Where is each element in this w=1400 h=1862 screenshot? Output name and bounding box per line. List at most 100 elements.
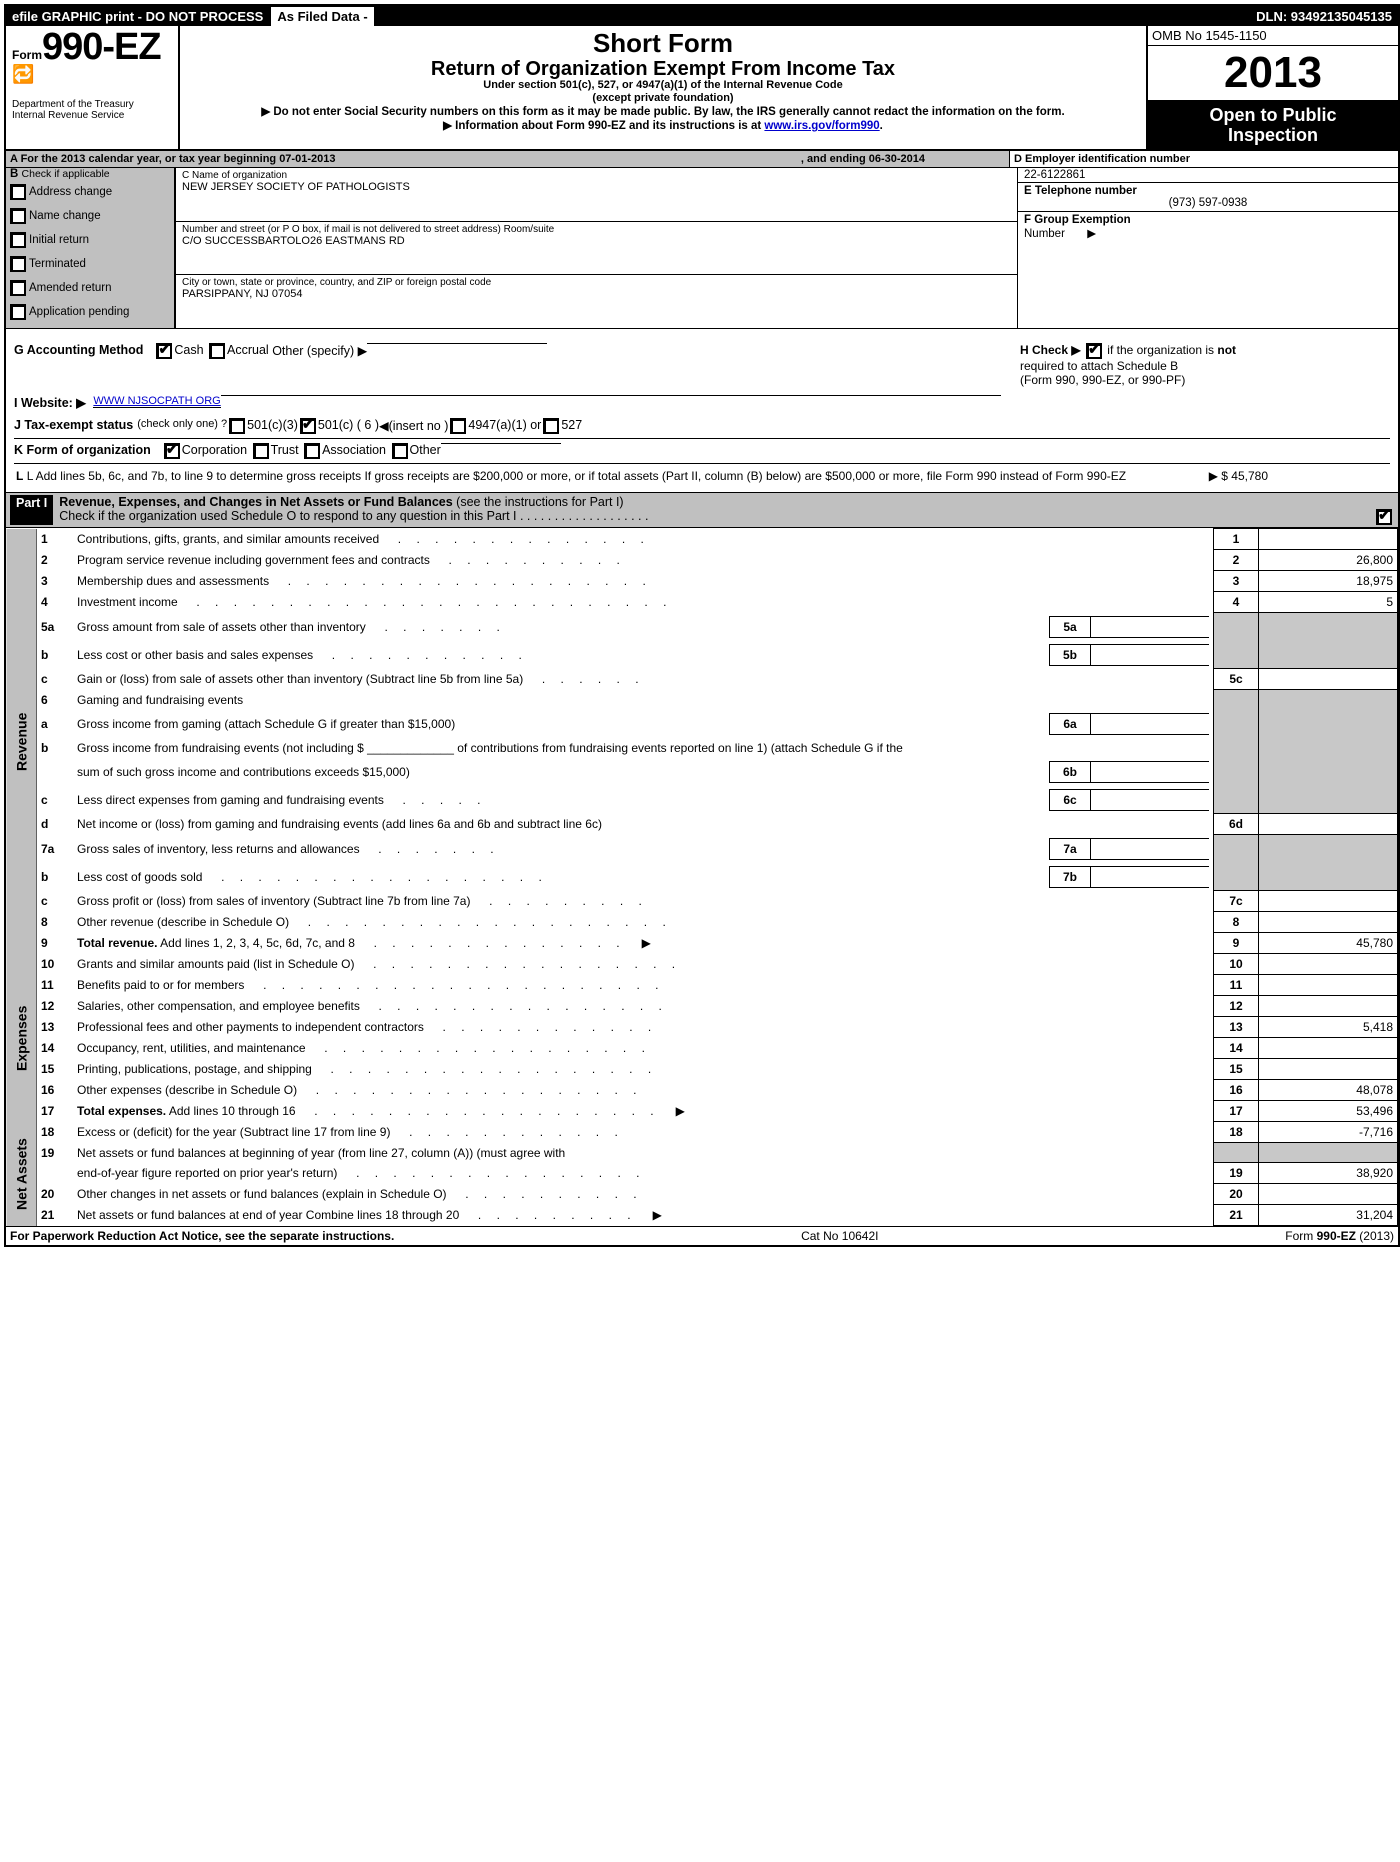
- row-a-text: A For the 2013 calendar year, or tax yea…: [10, 153, 335, 165]
- chk-assoc[interactable]: [304, 443, 320, 459]
- chk-corp[interactable]: [164, 443, 180, 459]
- chk-501c3[interactable]: [229, 418, 245, 434]
- b-header-text: Check if applicable: [22, 168, 110, 180]
- subtitle: Return of Organization Exempt From Incom…: [188, 59, 1138, 79]
- table-row: cGross profit or (loss) from sales of in…: [6, 891, 1398, 912]
- line-rval-grey: [1259, 835, 1398, 863]
- form-header: Form990-EZ 🔁 Department of the Treasury …: [6, 26, 1398, 151]
- table-row: dNet income or (loss) from gaming and fu…: [6, 814, 1398, 835]
- line-desc: Gross amount from sale of assets other t…: [73, 613, 1214, 641]
- header-right: OMB No 1545-1150 2013 Open to Public Ins…: [1146, 26, 1398, 149]
- chk-amended[interactable]: [10, 280, 26, 296]
- side-label-expenses: Expenses: [6, 954, 37, 1122]
- line-num: 15: [37, 1059, 74, 1080]
- line-num: c: [37, 669, 74, 690]
- line-num: [37, 1163, 74, 1184]
- table-row: a Gross income from gaming (attach Sched…: [6, 710, 1398, 738]
- org-addr-cell: Number and street (or P O box, if mail i…: [176, 222, 1017, 276]
- line-rnum: 4: [1214, 592, 1259, 613]
- line-rnum-grey: [1214, 641, 1259, 669]
- chk-address-change[interactable]: [10, 184, 26, 200]
- line-rval: 5: [1259, 592, 1398, 613]
- inspection-line1: Open to Public: [1148, 105, 1398, 125]
- open-inspection: Open to Public Inspection: [1148, 101, 1398, 149]
- chk-accrual[interactable]: [209, 343, 225, 359]
- line-num: a: [37, 710, 74, 738]
- row-g-h: G Accounting Method Cash Accrual Other (…: [14, 339, 1390, 391]
- part-i-table: Revenue1Contributions, gifts, grants, an…: [6, 528, 1398, 1226]
- chk-schedule-o[interactable]: [1376, 509, 1392, 525]
- line-rval: 18,975: [1259, 571, 1398, 592]
- line-rval: [1259, 954, 1398, 975]
- chk-trust[interactable]: [253, 443, 269, 459]
- ein-cell: 22-6122861: [1018, 168, 1398, 183]
- line-rval: 48,078: [1259, 1080, 1398, 1101]
- line-desc: end-of-year figure reported on prior yea…: [73, 1163, 1214, 1184]
- chk-terminated[interactable]: [10, 256, 26, 272]
- chk-initial-return[interactable]: [10, 232, 26, 248]
- line-rnum: 1: [1214, 529, 1259, 550]
- line-desc: Excess or (deficit) for the year (Subtra…: [73, 1122, 1214, 1143]
- line-num: c: [37, 786, 74, 814]
- side-label-netassets: Net Assets: [6, 1122, 37, 1226]
- chk-other-org[interactable]: [392, 443, 408, 459]
- table-row: bGross income from fundraising events (n…: [6, 738, 1398, 758]
- line-rnum: 16: [1214, 1080, 1259, 1101]
- chk-4947[interactable]: [450, 418, 466, 434]
- phone-value: (973) 597-0938: [1024, 197, 1392, 209]
- chk-app-pending[interactable]: [10, 304, 26, 320]
- line-desc: Professional fees and other payments to …: [73, 1017, 1214, 1038]
- h-box: H Check ▶ if the organization is not req…: [1020, 343, 1390, 387]
- g-other: Other (specify) ▶: [272, 343, 367, 358]
- line-num: c: [37, 891, 74, 912]
- chk-cash[interactable]: [156, 343, 172, 359]
- line-num: 5a: [37, 613, 74, 641]
- line-rnum-grey: [1214, 738, 1259, 758]
- table-row: cGain or (loss) from sale of assets othe…: [6, 669, 1398, 690]
- chk-name-change[interactable]: [10, 208, 26, 224]
- line-rval-grey: [1259, 758, 1398, 786]
- website-link[interactable]: WWW NJSOCPATH ORG: [93, 395, 220, 408]
- footer-right: Form 990-EZ (2013): [1285, 1229, 1394, 1243]
- line-rnum-grey: [1214, 758, 1259, 786]
- info-link-line: ▶ Information about Form 990-EZ and its …: [188, 119, 1138, 133]
- line-desc: Gain or (loss) from sale of assets other…: [73, 669, 1214, 690]
- line-rnum: 5c: [1214, 669, 1259, 690]
- table-row: Expenses10Grants and similar amounts pai…: [6, 954, 1398, 975]
- k-o2: Trust: [271, 443, 299, 457]
- line-num: 11: [37, 975, 74, 996]
- line-rnum: 2: [1214, 550, 1259, 571]
- inline-label: 6c: [1050, 789, 1091, 810]
- line-rval: [1259, 669, 1398, 690]
- line-rval: [1259, 814, 1398, 835]
- table-row: c Less direct expenses from gaming and f…: [6, 786, 1398, 814]
- opt-initial-return: Initial return: [29, 234, 89, 246]
- line-rnum-grey: [1214, 1143, 1259, 1163]
- f-label: F Group Exemption: [1024, 214, 1131, 226]
- part-i-title: Revenue, Expenses, and Changes in Net As…: [59, 495, 452, 509]
- line-desc: Benefits paid to or for members . . . . …: [73, 975, 1214, 996]
- line-desc: Program service revenue including govern…: [73, 550, 1214, 571]
- j-o4: 527: [561, 418, 582, 432]
- opt-app-pending: Application pending: [29, 306, 129, 318]
- opt-address-change: Address change: [29, 186, 112, 198]
- table-row: Net Assets18Excess or (deficit) for the …: [6, 1122, 1398, 1143]
- irs-link[interactable]: www.irs.gov/form990: [764, 120, 879, 132]
- chk-501c[interactable]: [300, 418, 316, 434]
- chk-527[interactable]: [543, 418, 559, 434]
- part-i-sub: (see the instructions for Part I): [456, 495, 623, 509]
- side-label-revenue: Revenue: [6, 529, 37, 954]
- row-l: L L Add lines 5b, 6c, and 7b, to line 9 …: [14, 464, 1390, 488]
- h-line2: required to attach Schedule B: [1020, 359, 1178, 373]
- inline-value: [1091, 866, 1210, 887]
- line-num: 4: [37, 592, 74, 613]
- short-form-title: Short Form: [188, 28, 1138, 59]
- org-name-hint: C Name of organization: [182, 170, 1011, 181]
- line-num: 9: [37, 933, 74, 954]
- line-num: 20: [37, 1184, 74, 1205]
- inline-label: 5b: [1050, 644, 1091, 665]
- line-num: 18: [37, 1122, 74, 1143]
- line-rnum: 21: [1214, 1205, 1259, 1226]
- inline-value: [1091, 838, 1210, 859]
- chk-h[interactable]: [1086, 343, 1102, 359]
